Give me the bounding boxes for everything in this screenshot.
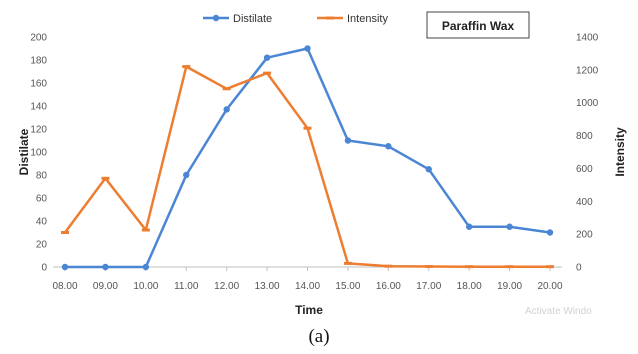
left-axis-tick-label: 120 <box>30 125 47 136</box>
series-point-intensity <box>182 65 191 69</box>
series-point-distilate <box>263 54 271 61</box>
legend: Distilate Intensity <box>203 13 388 25</box>
left-axis-tick-label: 140 <box>30 102 47 113</box>
left-axis-tick-label: 0 <box>41 263 47 274</box>
series-point-distilate <box>61 263 69 271</box>
x-axis-tick-label: 14.00 <box>295 281 320 292</box>
right-axis-tick-label: 1200 <box>576 65 599 76</box>
series-point-distilate <box>465 223 473 230</box>
chart: 0 20 40 60 80 100 120 140 160 180 200 0 200 400 600 80… <box>17 11 627 317</box>
series-point-intensity <box>222 87 231 91</box>
left-axis-tick-label: 80 <box>36 171 48 182</box>
series-line-distilate <box>65 47 551 269</box>
series-point-distilate <box>223 106 230 113</box>
right-axis-ticks: 0 200 400 600 800 1000 1200 1400 <box>576 33 599 274</box>
left-axis-tick-label: 60 <box>36 194 48 205</box>
x-axis-tick-label: 12.00 <box>214 281 239 292</box>
x-axis-tick-label: 11.00 <box>174 281 199 292</box>
left-axis-tick-label: 100 <box>30 148 47 159</box>
annotation-frame <box>426 11 530 39</box>
series-point-intensity <box>303 126 312 130</box>
x-axis-tick-label: 13.00 <box>255 281 280 292</box>
series-layer <box>61 45 554 271</box>
right-axis-tick-label: 0 <box>576 263 582 274</box>
series-point-distilate <box>344 137 352 144</box>
watermark-text: Activate Windo <box>525 306 592 317</box>
x-axis-tick-label: 08.00 <box>52 281 77 292</box>
series-point-intensity <box>101 176 110 180</box>
series-point-distilate <box>546 229 554 236</box>
x-axis-tick-label: 10.00 <box>133 281 158 292</box>
x-axis-tick-label: 17.00 <box>416 281 441 292</box>
series-point-distilate <box>304 45 311 52</box>
legend-label: Intensity <box>347 13 388 25</box>
right-axis-tick-label: 200 <box>576 230 593 241</box>
annotation-box: Paraffin Wax <box>426 11 530 39</box>
series-point-distilate <box>142 263 150 271</box>
series-point-intensity <box>61 231 69 234</box>
left-axis-tick-label: 40 <box>36 217 48 228</box>
x-axis: 08.00 09.00 10.00 11.00 12.00 13.00 14.00 15.00… <box>52 266 563 292</box>
x-axis-title: Time <box>295 303 323 317</box>
x-axis-tick-label: 16.00 <box>376 281 401 292</box>
right-axis-tick-label: 400 <box>576 197 593 208</box>
x-axis-tick-label: 19.00 <box>497 281 522 292</box>
series-point-distilate <box>506 223 513 230</box>
x-axis-tick-label: 20.00 <box>537 281 562 292</box>
x-axis-tick-label: 09.00 <box>93 281 118 292</box>
left-axis-tick-label: 160 <box>30 79 47 90</box>
left-axis-tick-label: 200 <box>30 33 47 44</box>
series-point-intensity <box>546 265 554 269</box>
series-point-intensity <box>263 71 272 75</box>
y-axis-title-left: Distilate <box>17 128 31 175</box>
left-axis-ticks: 0 20 40 60 80 100 120 140 160 180 200 <box>30 33 47 274</box>
series-point-distilate <box>183 171 190 179</box>
x-axis-tick-label: 18.00 <box>457 281 482 292</box>
right-axis-tick-label: 1400 <box>576 33 599 44</box>
left-axis-tick-label: 20 <box>36 240 48 251</box>
series-point-intensity <box>505 265 514 269</box>
series-point-distilate <box>102 263 109 271</box>
x-axis-tick-label: 15.00 <box>335 281 360 292</box>
right-axis-tick-label: 800 <box>576 131 593 142</box>
series-point-distilate <box>425 166 432 173</box>
legend-swatch-marker <box>326 16 334 20</box>
series-point-intensity <box>343 261 352 265</box>
legend-swatch-marker <box>212 14 220 22</box>
figure-caption: (a) <box>308 326 330 347</box>
series-point-intensity <box>465 265 474 269</box>
series-point-intensity <box>141 228 150 232</box>
left-axis-tick-label: 180 <box>30 56 47 67</box>
right-axis-tick-label: 1000 <box>576 98 599 109</box>
legend-label: Distilate <box>233 13 272 25</box>
series-line-intensity <box>63 65 550 268</box>
right-axis-tick-label: 600 <box>576 164 593 175</box>
series-point-intensity <box>384 264 393 268</box>
y-axis-title-right: Intensity <box>613 127 627 177</box>
series-point-intensity <box>424 265 433 269</box>
series-point-distilate <box>385 143 392 150</box>
annotation-label: Paraffin Wax <box>442 19 515 33</box>
